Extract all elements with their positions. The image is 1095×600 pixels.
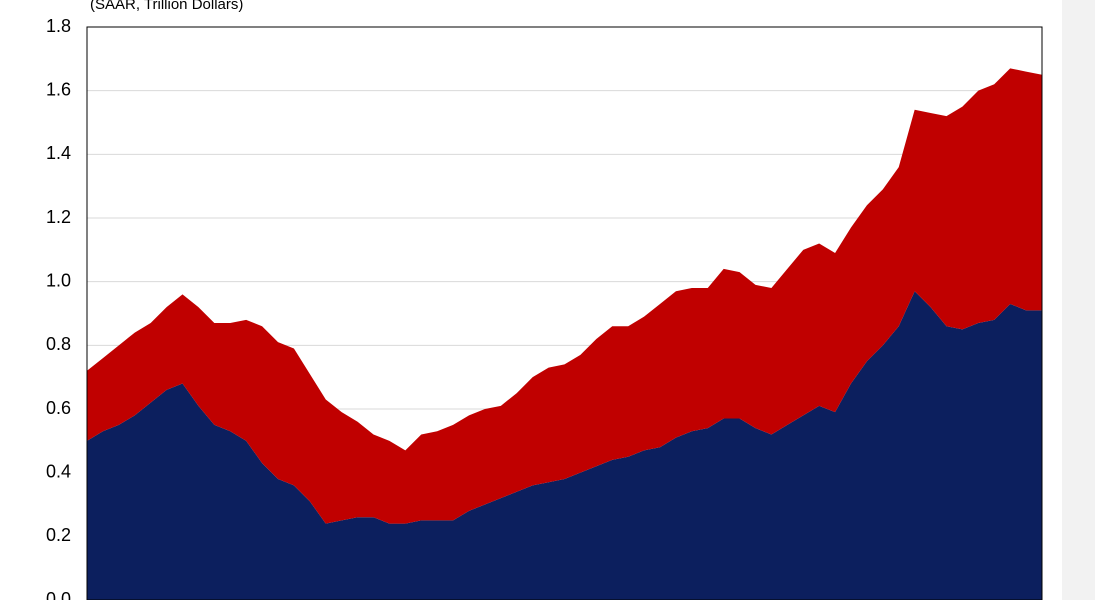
y-tick-label: 0.0: [46, 589, 71, 600]
y-tick-label: 0.2: [46, 525, 71, 545]
y-tick-label: 1.4: [46, 143, 71, 163]
plot-frame: [86, 26, 1043, 600]
y-tick-label: 0.6: [46, 398, 71, 418]
area: [87, 291, 1042, 600]
area: [87, 68, 1042, 524]
y-tick-label: 1.6: [46, 79, 71, 99]
chart-subtitle: (SAAR, Trillion Dollars): [90, 0, 243, 13]
y-tick-label: 0.8: [46, 334, 71, 354]
y-tick-label: 1.0: [46, 270, 71, 290]
y-tick-label: 1.2: [46, 207, 71, 227]
y-tick-label: 1.8: [46, 16, 71, 36]
y-tick-label: 0.4: [46, 461, 71, 481]
side-strip: [1062, 0, 1095, 600]
